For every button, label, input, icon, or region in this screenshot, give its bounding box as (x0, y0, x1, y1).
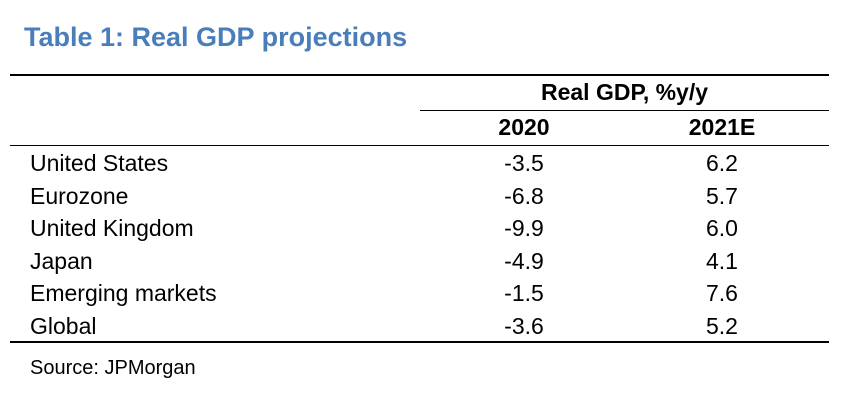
value-2020: -6.8 (504, 182, 544, 209)
table-top-rule (10, 74, 829, 76)
row-label: Eurozone (30, 182, 129, 209)
value-2021e: 4.1 (706, 247, 738, 274)
table-row: Japan -4.9 4.1 (0, 245, 850, 278)
value-2021e: 7.6 (706, 280, 738, 307)
value-2020: -4.9 (504, 247, 544, 274)
value-2021e: 5.2 (706, 312, 738, 339)
value-2021e: 5.7 (706, 182, 738, 209)
header-rule (10, 145, 829, 146)
source-note: Source: JPMorgan (30, 357, 196, 379)
table-row: United States -3.5 6.2 (0, 147, 850, 180)
column-header-2020: 2020 (498, 114, 550, 140)
table-title: Table 1: Real GDP projections (24, 22, 408, 52)
row-label: United States (30, 150, 169, 176)
value-2020: -3.6 (504, 312, 544, 339)
value-2020: -3.5 (504, 150, 544, 176)
table-row: Global -3.6 5.2 (0, 310, 850, 343)
table-row: Emerging markets -1.5 7.6 (0, 277, 850, 310)
value-2021e: 6.0 (706, 215, 738, 242)
row-label: Global (30, 312, 97, 339)
value-2021e: 6.2 (706, 150, 738, 176)
table-bottom-rule (10, 341, 829, 343)
column-group-header: Real GDP, %y/y (540, 79, 709, 105)
table-row: United Kingdom -9.9 6.0 (0, 212, 850, 245)
column-header-2021e: 2021E (688, 114, 756, 140)
row-label: Japan (30, 247, 93, 274)
value-2020: -1.5 (504, 280, 544, 307)
row-label: United Kingdom (30, 215, 194, 242)
table-row: Eurozone -6.8 5.7 (0, 180, 850, 213)
row-label: Emerging markets (30, 280, 217, 307)
column-group-rule (420, 110, 829, 111)
table-body: United States -3.5 6.2 Eurozone -6.8 5.7… (0, 147, 850, 343)
value-2020: -9.9 (504, 215, 544, 242)
